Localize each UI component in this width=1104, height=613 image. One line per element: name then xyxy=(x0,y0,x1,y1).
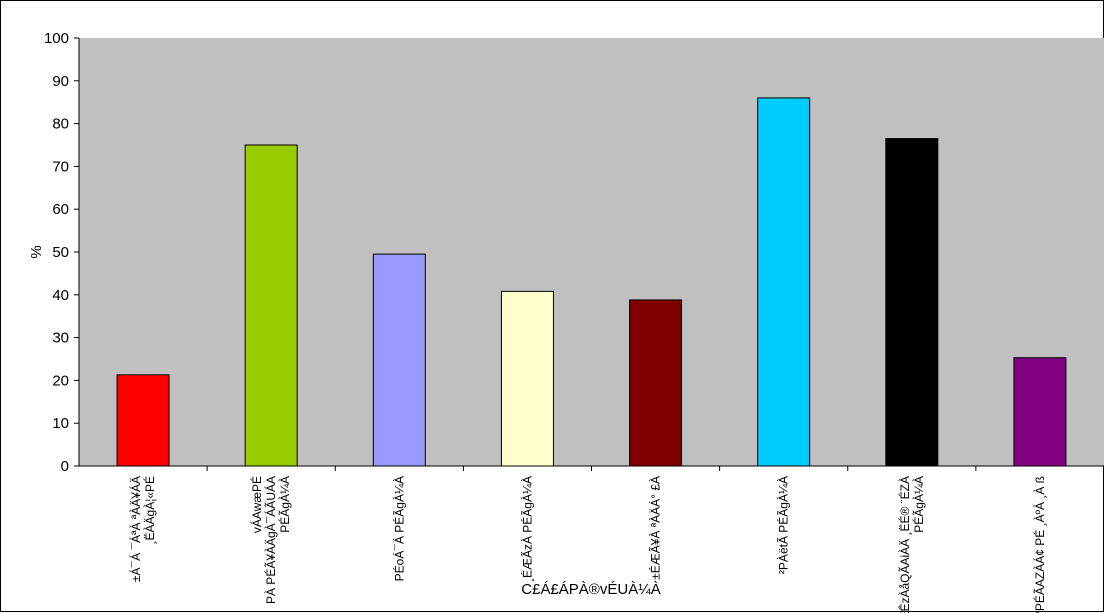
x-category-label: PÉÃgÀ¼À xyxy=(911,476,926,533)
y-tick-label: 60 xyxy=(52,201,69,218)
bar xyxy=(244,144,298,467)
bar xyxy=(1013,357,1067,467)
y-ticks: 0 10 20 30 40 50 60 70 80 90 100 xyxy=(44,30,79,475)
x-category-label: ¸ËÀÄgÀ¦«PÉ xyxy=(142,476,157,544)
y-tick-label: 0 xyxy=(61,458,69,475)
x-category-label: PÉoÁ¯Á PÉÃgÀ¼À xyxy=(391,476,406,581)
x-category-label: PÀ PÉÃ¥ÀÄgÀ¯ÁÃUÁA xyxy=(263,476,278,604)
y-tick-label: 90 xyxy=(52,73,69,90)
x-category-labels: ±Á¯Á ¯ÁªÀ ªÀÄ¥ÁÄ ¸ËÀÄgÀ¦«PÉ vÁAwæPÉ PÀ PÉÃ¥… xyxy=(128,466,1104,613)
bar xyxy=(757,97,811,467)
x-category-label: ±ÉÆÃ¥À ªÀÄÁ° £À xyxy=(648,476,663,580)
y-tick-label: 40 xyxy=(52,287,69,304)
y-tick-label: 50 xyxy=(52,244,69,261)
bar xyxy=(885,138,939,467)
bar xyxy=(500,290,554,467)
x-axis-title: C£Á£ÁPÀ®vÉUÀ¼À xyxy=(521,581,660,598)
y-axis-title: % xyxy=(28,245,45,258)
x-category-label: ¸ÉÆÃzÀ PÉÃgÀ¼À xyxy=(519,476,534,582)
y-tick-label: 20 xyxy=(52,372,69,389)
plot-area xyxy=(79,38,1104,466)
y-tick-label: 10 xyxy=(52,415,69,432)
x-category-label: °PÉÃAZÀÁ¢ PÉ ¸ÀºÀ ¸À ß xyxy=(1032,476,1047,613)
y-tick-label: 100 xyxy=(44,30,69,47)
x-category-label: vÁAwæPÉ xyxy=(249,476,264,533)
bar xyxy=(629,299,683,467)
x-category-label: ªÉÊzÀåQÃAiÀÄ ¸ËÉ® ¨ÉZÀ xyxy=(897,476,912,613)
y-tick-label: 70 xyxy=(52,158,69,175)
x-category-label: PÉÃgÀ¼À xyxy=(277,476,292,533)
y-tick-label: 80 xyxy=(52,116,69,133)
x-category-label: ±Á¯Á ¯ÁªÀ ªÀÄ¥ÁÄ xyxy=(128,476,143,582)
x-category-label: ²PÀëtÃ PÉÃgÀ¼À xyxy=(776,476,791,574)
bar xyxy=(372,253,426,467)
y-tick-label: 30 xyxy=(52,330,69,347)
bar xyxy=(116,374,170,467)
bars xyxy=(116,97,1067,467)
